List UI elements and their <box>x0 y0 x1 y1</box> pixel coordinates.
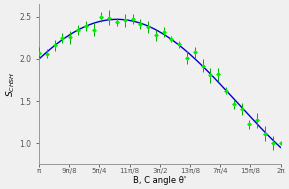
Y-axis label: $S_{CHSH}$: $S_{CHSH}$ <box>4 71 17 97</box>
X-axis label: B, C angle θ': B, C angle θ' <box>133 176 186 185</box>
